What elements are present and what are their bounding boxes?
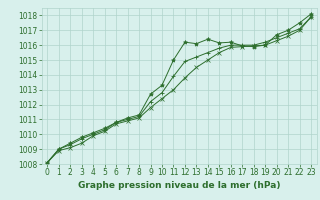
X-axis label: Graphe pression niveau de la mer (hPa): Graphe pression niveau de la mer (hPa)	[78, 181, 280, 190]
